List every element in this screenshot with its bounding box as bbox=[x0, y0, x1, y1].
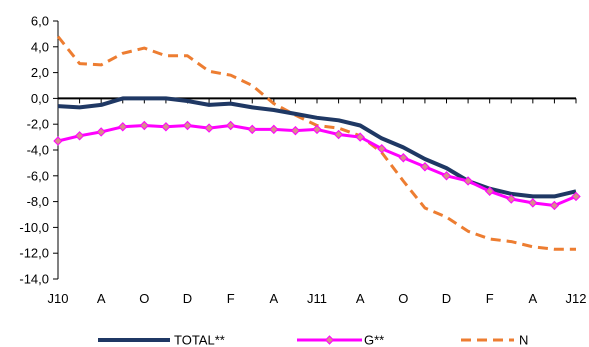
x-tick-label: A bbox=[528, 291, 537, 306]
legend-label: N bbox=[519, 333, 528, 347]
y-tick-label: -12,0 bbox=[19, 246, 49, 261]
y-axis: 6,0 4,0 2,0 0,0 -2,0 -4,0 -6,0 -8,0 -10,0 -12,0 -1… bbox=[19, 14, 59, 287]
x-tick-label: O bbox=[139, 291, 149, 306]
series-point-g bbox=[463, 176, 473, 186]
x-tick-label: A bbox=[97, 291, 106, 306]
x-tick-label: F bbox=[227, 291, 235, 306]
x-tick-label: A bbox=[356, 291, 365, 306]
x-tick-label: O bbox=[398, 291, 408, 306]
y-tick-label: 0,0 bbox=[31, 91, 49, 106]
series-point-g bbox=[571, 191, 581, 202]
series-point-g bbox=[333, 129, 344, 140]
series-point-g bbox=[484, 186, 495, 196]
series-point-g bbox=[355, 132, 365, 142]
series-point-g bbox=[161, 122, 171, 132]
series-point-g bbox=[549, 200, 560, 211]
y-tick-label: 4,0 bbox=[31, 39, 49, 54]
y-tick-label: 6,0 bbox=[31, 14, 49, 29]
series-point-g bbox=[96, 127, 106, 137]
series-point-g bbox=[74, 131, 85, 141]
series-point-g bbox=[118, 122, 128, 132]
series-line-n bbox=[56, 35, 576, 251]
x-tick-label: J11 bbox=[307, 291, 327, 306]
series-point-g bbox=[290, 125, 301, 136]
x-tick-label: D bbox=[442, 291, 451, 306]
series-point-g bbox=[269, 124, 279, 135]
legend-label: TOTAL** bbox=[174, 333, 225, 347]
x-tick-label: D bbox=[183, 291, 192, 306]
series-point-g bbox=[420, 162, 430, 172]
y-tick-label: -10,0 bbox=[19, 220, 49, 235]
legend-marker bbox=[324, 335, 335, 345]
y-tick-label: -4,0 bbox=[27, 143, 49, 158]
series-point-g bbox=[139, 120, 150, 131]
series-point-g bbox=[247, 124, 257, 135]
series-point-g bbox=[312, 124, 322, 135]
y-tick-label: -14,0 bbox=[19, 272, 49, 287]
series-point-g bbox=[182, 120, 193, 131]
series-point-g bbox=[225, 120, 236, 131]
series-point-g bbox=[377, 144, 387, 154]
series-line-g bbox=[57, 124, 577, 207]
series-point-g bbox=[53, 136, 63, 146]
x-tick-label: J12 bbox=[566, 291, 587, 306]
y-tick-label: 2,0 bbox=[31, 65, 49, 80]
series-lines bbox=[53, 35, 581, 251]
series-line-total bbox=[57, 96, 577, 199]
y-tick-label: -8,0 bbox=[27, 194, 49, 209]
x-tick-label: J10 bbox=[48, 291, 69, 306]
x-tick-label: F bbox=[486, 291, 494, 306]
x-tick-label: A bbox=[269, 291, 278, 306]
y-tick-label: -2,0 bbox=[27, 117, 49, 132]
y-tick-label: -6,0 bbox=[27, 168, 49, 183]
legend-label: G** bbox=[364, 333, 384, 347]
series-point-g bbox=[398, 153, 409, 163]
series-point-g bbox=[528, 198, 538, 208]
series-point-g bbox=[506, 194, 516, 204]
series-point-g bbox=[441, 171, 452, 181]
legend: TOTAL** G** N bbox=[98, 333, 528, 347]
series-point-g bbox=[204, 123, 214, 133]
